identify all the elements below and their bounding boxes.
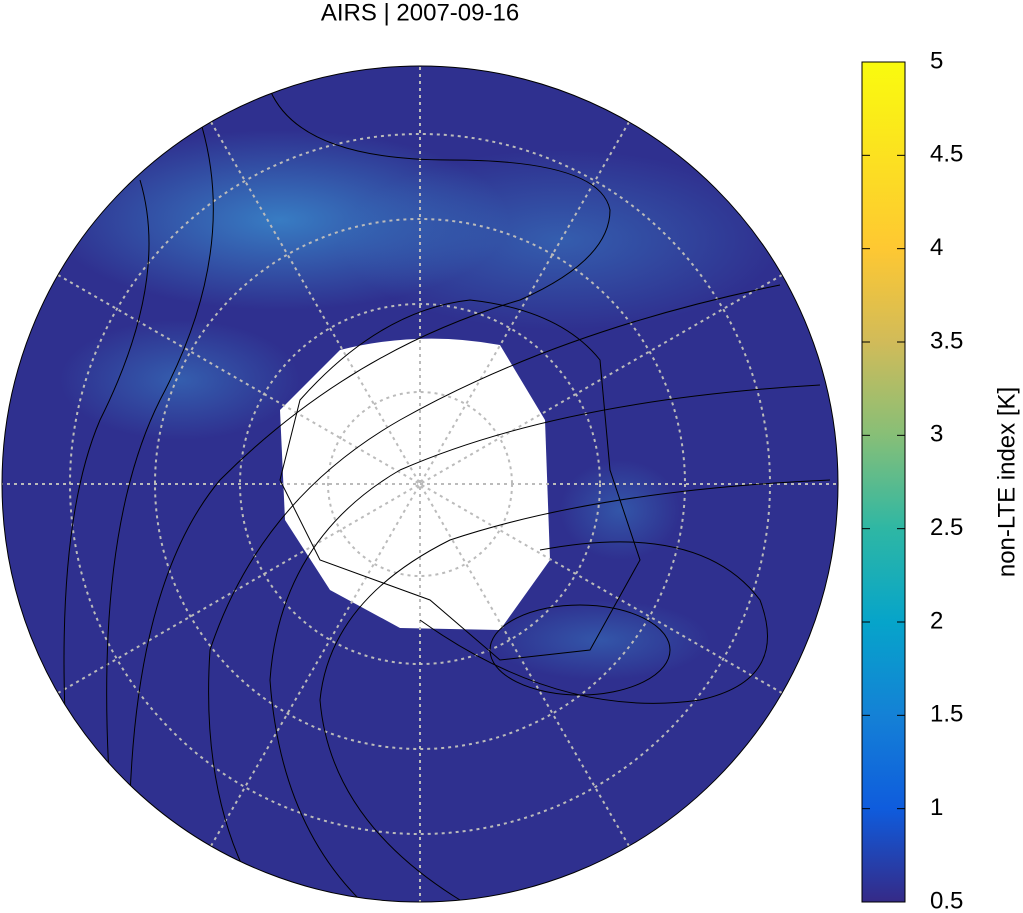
colorbar-tick-label: 2 bbox=[930, 607, 943, 634]
colorbar-tick-label: 0.5 bbox=[930, 887, 963, 913]
colorbar-tick-label: 3.5 bbox=[930, 327, 963, 354]
colorbar-tick-label: 1 bbox=[930, 794, 943, 821]
polar-map bbox=[2, 66, 838, 902]
colorbar-tick-label: 3 bbox=[930, 421, 943, 448]
colorbar-tick-label: 4.5 bbox=[930, 141, 963, 168]
colorbar-tick-label: 2.5 bbox=[930, 514, 963, 541]
colorbar-tick-label: 5 bbox=[930, 47, 943, 74]
colorbar-tick-label: 1.5 bbox=[930, 701, 963, 728]
colorbar-label: non-LTE index [K] bbox=[993, 387, 1020, 577]
colorbar bbox=[861, 61, 906, 903]
map-border bbox=[1, 65, 839, 903]
colorbar-tick-label: 4 bbox=[930, 234, 943, 261]
map-title: AIRS | 2007-09-16 bbox=[321, 0, 519, 26]
